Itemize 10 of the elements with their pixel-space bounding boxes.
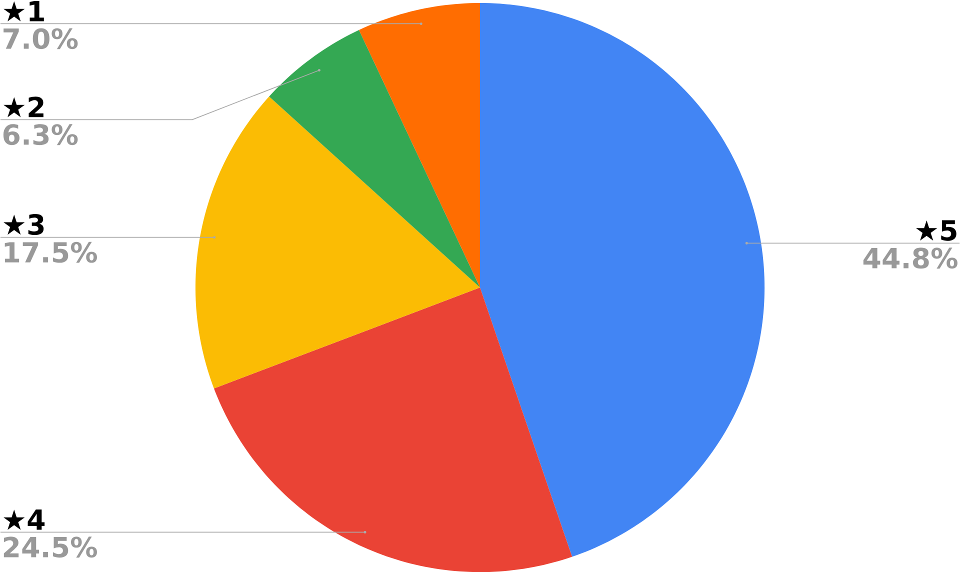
data-label: 44.8%: [863, 248, 958, 269]
data-label: 7.0%: [4, 28, 78, 50]
slice-label: ★3: [4, 214, 44, 235]
slice-label: ★5: [916, 220, 956, 241]
slice-label: ★2: [4, 96, 44, 118]
data-label: 6.3%: [3, 124, 78, 146]
slice-label: ★1: [4, 1, 44, 22]
data-label: 24.5%: [4, 536, 97, 558]
slice-label: ★4: [4, 509, 45, 530]
data-label: 17.5%: [4, 242, 97, 263]
